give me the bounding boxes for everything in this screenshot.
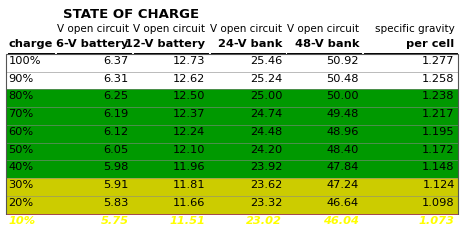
Text: 30%: 30% [9, 180, 34, 190]
Text: STATE OF CHARGE: STATE OF CHARGE [63, 8, 199, 21]
Text: 48-V bank: 48-V bank [294, 39, 359, 49]
Text: 5.91: 5.91 [103, 180, 128, 190]
Text: 6.19: 6.19 [103, 109, 128, 119]
Text: 24.20: 24.20 [250, 145, 282, 155]
Text: 24-V bank: 24-V bank [218, 39, 282, 49]
Text: 47.24: 47.24 [327, 180, 359, 190]
Text: 40%: 40% [9, 163, 34, 173]
FancyBboxPatch shape [6, 160, 458, 178]
Text: 50.00: 50.00 [327, 91, 359, 101]
FancyBboxPatch shape [6, 89, 458, 107]
FancyBboxPatch shape [6, 143, 458, 160]
Text: 25.46: 25.46 [250, 56, 282, 66]
Text: V open circuit: V open circuit [287, 24, 359, 34]
Text: 80%: 80% [9, 91, 34, 101]
Text: 11.51: 11.51 [170, 216, 205, 226]
Text: 70%: 70% [9, 109, 34, 119]
Text: 6.31: 6.31 [103, 74, 128, 84]
Text: 11.96: 11.96 [173, 163, 205, 173]
Text: 100%: 100% [9, 56, 41, 66]
Text: 1.124: 1.124 [422, 180, 455, 190]
Text: 6.25: 6.25 [103, 91, 128, 101]
Text: 5.83: 5.83 [103, 198, 128, 208]
Text: 25.24: 25.24 [250, 74, 282, 84]
Text: 49.48: 49.48 [327, 109, 359, 119]
FancyBboxPatch shape [6, 107, 458, 125]
Text: 12.73: 12.73 [173, 56, 205, 66]
Text: specific gravity: specific gravity [375, 24, 455, 34]
Text: 1.217: 1.217 [422, 109, 455, 119]
Text: 90%: 90% [9, 74, 34, 84]
FancyBboxPatch shape [6, 178, 458, 196]
Text: 20%: 20% [9, 198, 34, 208]
Text: 1.238: 1.238 [422, 91, 455, 101]
Text: 50%: 50% [9, 145, 34, 155]
Text: 60%: 60% [9, 127, 34, 137]
Text: 12.50: 12.50 [173, 91, 205, 101]
Text: per cell: per cell [406, 39, 455, 49]
Text: 6.05: 6.05 [103, 145, 128, 155]
FancyBboxPatch shape [6, 125, 458, 143]
Text: 12.37: 12.37 [173, 109, 205, 119]
Text: 23.02: 23.02 [246, 216, 282, 226]
Text: 1.073: 1.073 [419, 216, 455, 226]
Text: 48.40: 48.40 [327, 145, 359, 155]
Text: V open circuit: V open circuit [210, 24, 282, 34]
Text: 25.00: 25.00 [250, 91, 282, 101]
FancyBboxPatch shape [6, 196, 458, 214]
Text: 12.62: 12.62 [173, 74, 205, 84]
Text: 5.98: 5.98 [103, 163, 128, 173]
FancyBboxPatch shape [6, 54, 458, 72]
Text: 12.10: 12.10 [173, 145, 205, 155]
Text: 48.96: 48.96 [327, 127, 359, 137]
FancyBboxPatch shape [6, 72, 458, 89]
Text: 50.92: 50.92 [327, 56, 359, 66]
Text: 23.62: 23.62 [250, 180, 282, 190]
Text: 10%: 10% [9, 216, 36, 226]
Text: 46.64: 46.64 [327, 198, 359, 208]
Text: charge: charge [9, 39, 53, 49]
FancyBboxPatch shape [6, 214, 458, 227]
Text: 46.04: 46.04 [323, 216, 359, 226]
Text: 23.92: 23.92 [250, 163, 282, 173]
Text: 11.81: 11.81 [173, 180, 205, 190]
Text: 47.84: 47.84 [327, 163, 359, 173]
Text: 23.32: 23.32 [250, 198, 282, 208]
Text: 1.277: 1.277 [422, 56, 455, 66]
Text: 50.48: 50.48 [327, 74, 359, 84]
Text: 1.258: 1.258 [422, 74, 455, 84]
Text: 11.66: 11.66 [173, 198, 205, 208]
Text: 24.74: 24.74 [250, 109, 282, 119]
Text: V open circuit: V open circuit [56, 24, 128, 34]
Text: 1.172: 1.172 [422, 145, 455, 155]
Text: 6-V battery: 6-V battery [56, 39, 128, 49]
Text: 1.098: 1.098 [422, 198, 455, 208]
Text: 6.37: 6.37 [103, 56, 128, 66]
Text: 5.75: 5.75 [100, 216, 128, 226]
Text: 12.24: 12.24 [173, 127, 205, 137]
Text: 1.148: 1.148 [422, 163, 455, 173]
Text: 6.12: 6.12 [103, 127, 128, 137]
Text: 1.195: 1.195 [422, 127, 455, 137]
Text: 12-V battery: 12-V battery [126, 39, 205, 49]
Text: 24.48: 24.48 [250, 127, 282, 137]
Text: V open circuit: V open circuit [133, 24, 205, 34]
